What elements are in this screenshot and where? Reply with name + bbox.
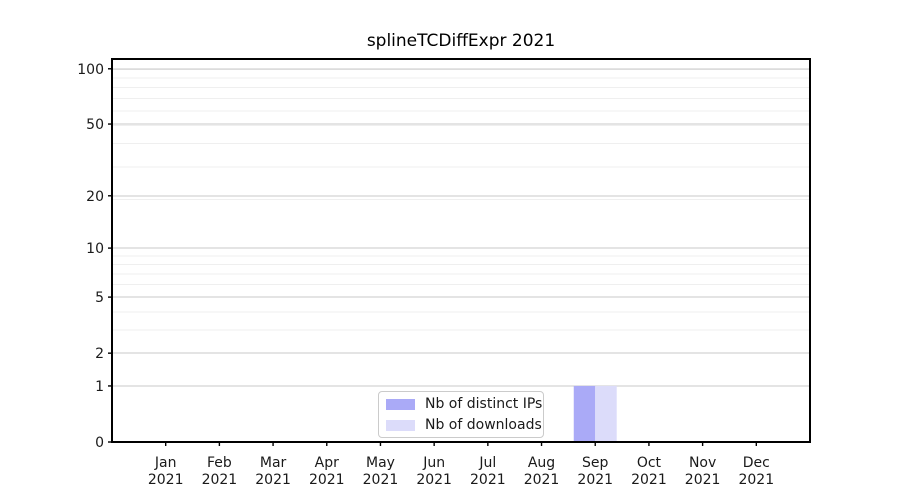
x-tick-label-month: Apr [315, 455, 339, 471]
y-tick-label: 1 [95, 379, 104, 395]
legend-label-downloads: Nb of downloads [425, 417, 542, 433]
y-tick-label: 2 [95, 346, 104, 362]
y-tick-label: 10 [86, 241, 104, 257]
legend-swatch-distinct-ips [386, 398, 415, 410]
x-tick-label-year: 2021 [202, 472, 238, 488]
x-tick-label-month: Oct [637, 455, 662, 471]
y-tick-label: 20 [86, 189, 104, 205]
y-axis [108, 68, 112, 443]
x-tick-label-month: Dec [743, 455, 770, 471]
x-tick-label-month: Jul [478, 455, 496, 471]
chart-title: splineTCDiffExpr 2021 [366, 31, 556, 51]
x-tick-label-month: Mar [260, 455, 287, 471]
plot-frame [111, 58, 811, 443]
legend-item-distinct-ips: Nb of distinct IPs [379, 395, 543, 413]
x-axis [164, 442, 758, 446]
legend-label-distinct-ips: Nb of distinct IPs [425, 396, 543, 412]
legend: Nb of distinct IPs Nb of downloads [378, 391, 544, 438]
x-tick-label-month: Feb [207, 455, 232, 471]
y-tick-label: 0 [95, 435, 104, 451]
x-tick-label-month: Aug [528, 455, 555, 471]
bar-downloads-sep [595, 385, 617, 442]
x-tick-label-year: 2021 [309, 472, 345, 488]
x-tick-label-month: Jun [422, 455, 445, 471]
gridlines [112, 68, 810, 387]
y-tick-label: 50 [86, 117, 104, 133]
x-tick-label-year: 2021 [255, 472, 291, 488]
bars [573, 385, 617, 442]
legend-item-downloads: Nb of downloads [379, 416, 543, 434]
y-tick-label: 100 [77, 62, 104, 78]
bar-distinct-ips-sep [573, 385, 596, 442]
x-tick-label-year: 2021 [363, 472, 399, 488]
x-tick-label-year: 2021 [631, 472, 667, 488]
x-tick-label-month: Jan [154, 455, 177, 471]
x-tick-label-month: May [366, 455, 395, 471]
x-tick-label-year: 2021 [470, 472, 506, 488]
x-tick-label-year: 2021 [416, 472, 452, 488]
x-tick-label-month: Sep [582, 455, 609, 471]
x-tick-label-year: 2021 [524, 472, 560, 488]
x-tick-label-month: Nov [689, 455, 716, 471]
x-tick-label-year: 2021 [685, 472, 721, 488]
y-tick-label: 5 [95, 290, 104, 306]
x-tick-label-year: 2021 [738, 472, 774, 488]
legend-swatch-downloads [386, 419, 415, 431]
x-tick-label-year: 2021 [148, 472, 184, 488]
x-tick-label-year: 2021 [577, 472, 613, 488]
